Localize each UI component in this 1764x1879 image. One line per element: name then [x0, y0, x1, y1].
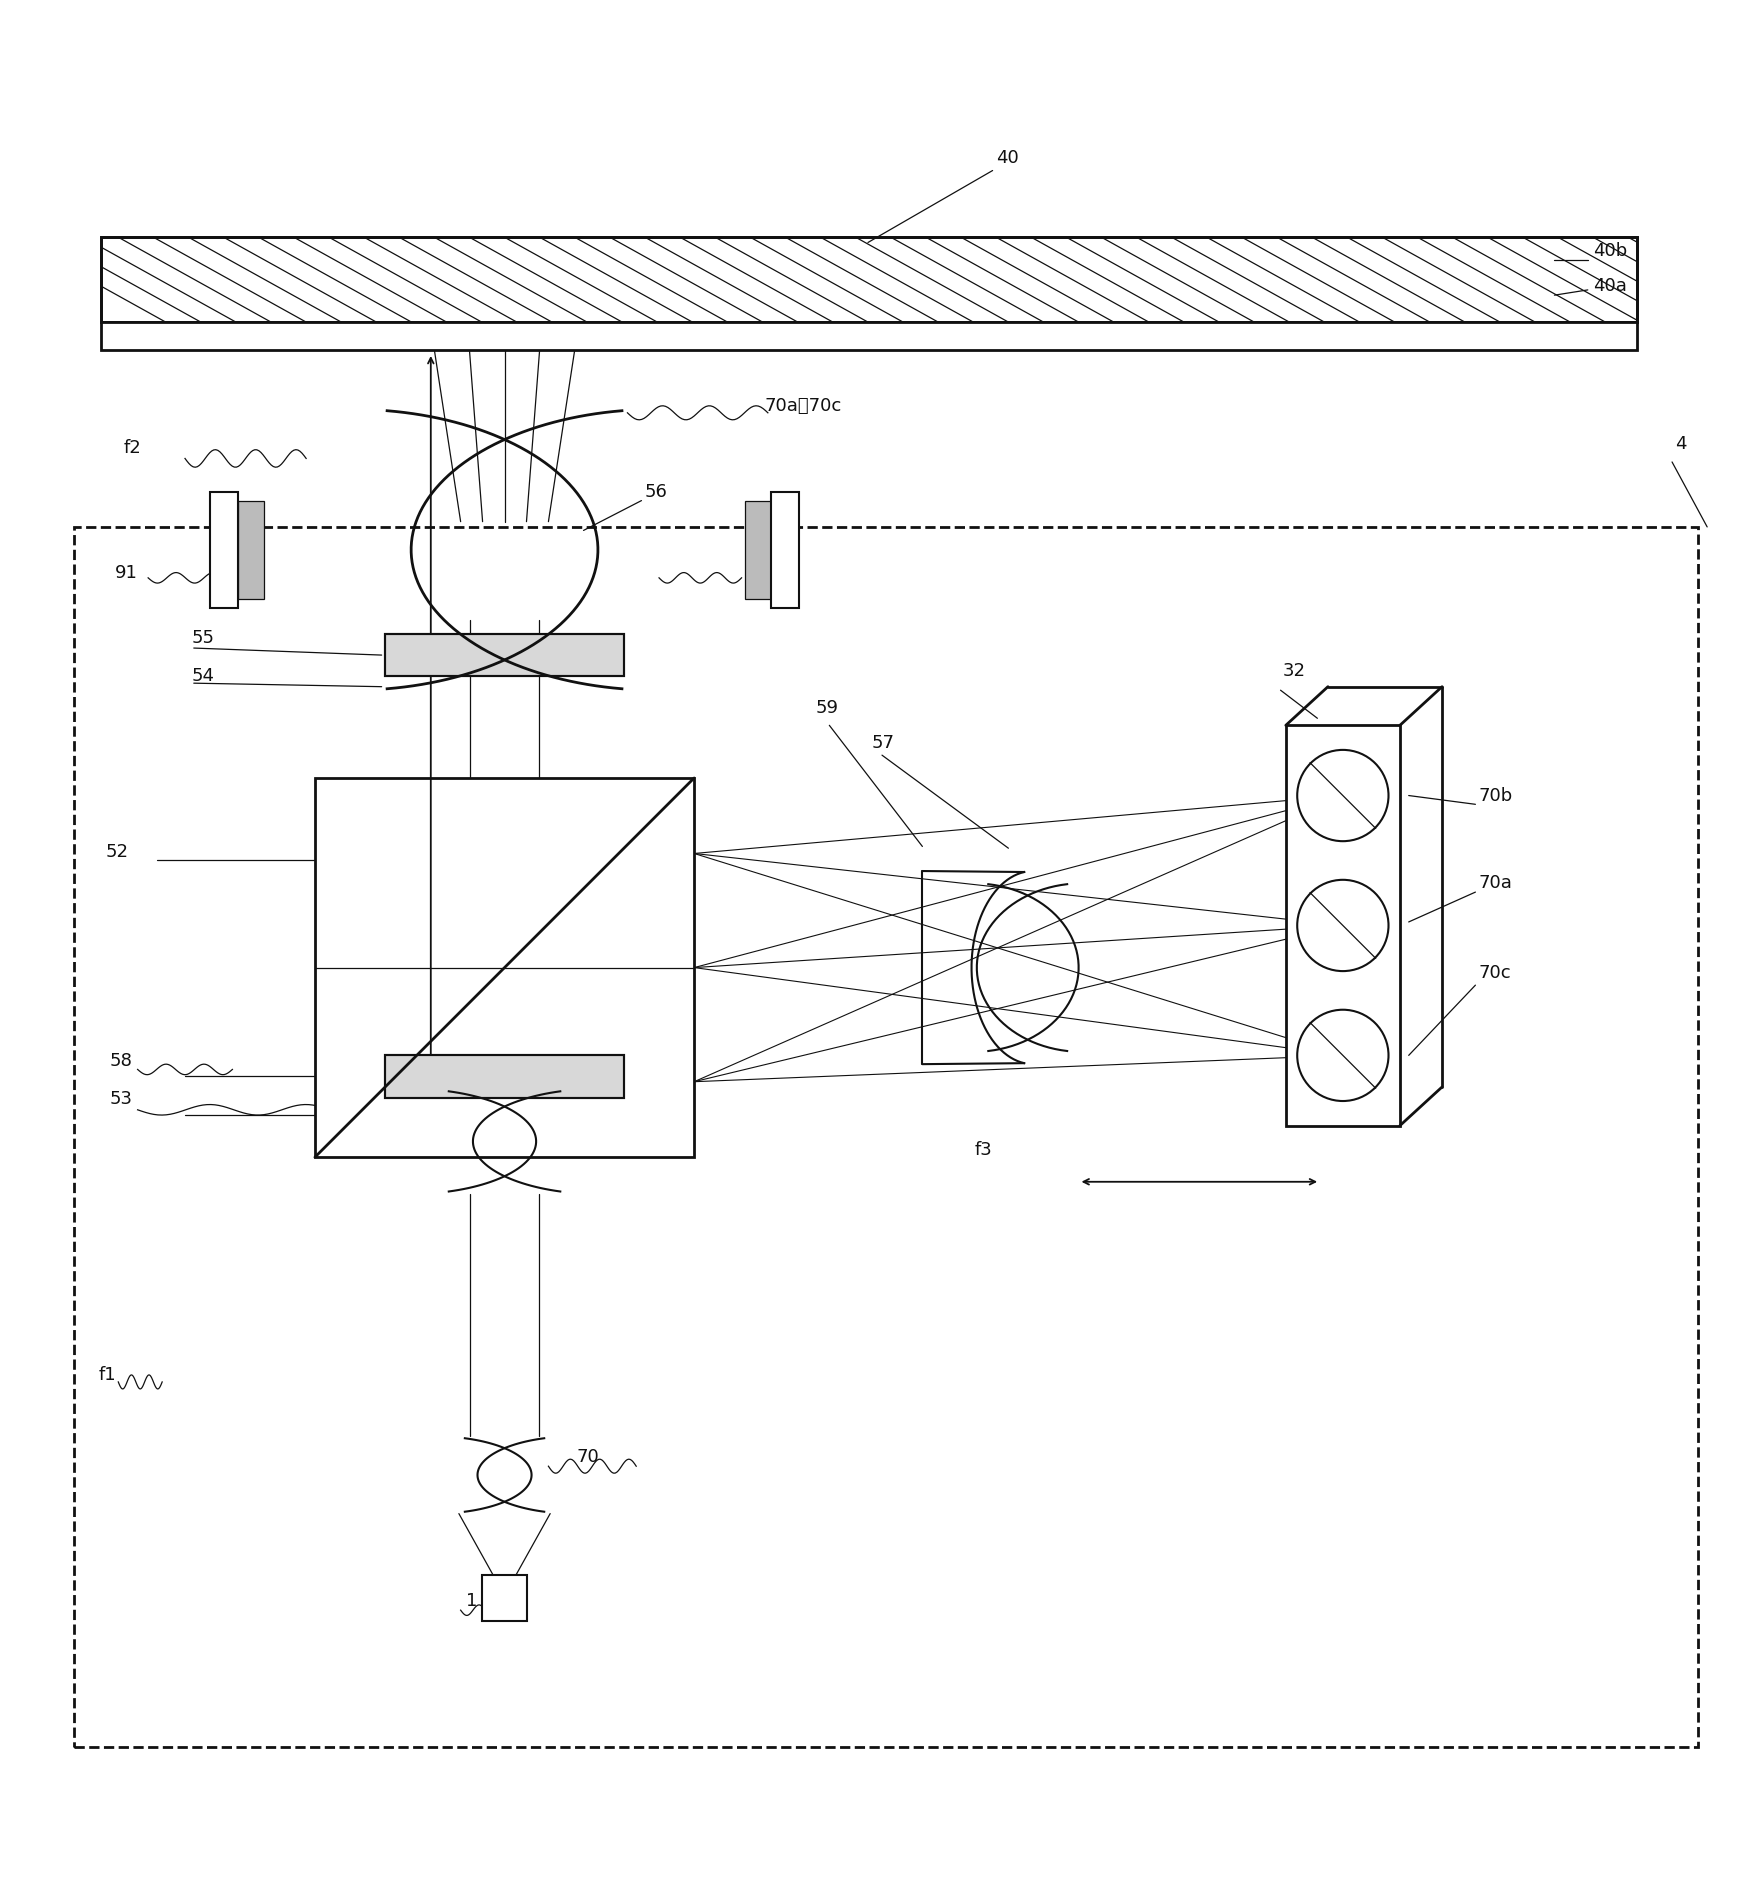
Text: 70a〜70c: 70a〜70c	[764, 396, 841, 415]
Text: f1: f1	[99, 1366, 116, 1385]
Text: 53: 53	[109, 1090, 132, 1109]
Text: 54: 54	[192, 667, 215, 686]
Circle shape	[1297, 879, 1388, 971]
Bar	[771, 492, 799, 607]
Text: 57: 57	[871, 735, 894, 752]
Text: 56: 56	[646, 483, 669, 502]
Text: 1: 1	[466, 1592, 478, 1610]
Text: 70c: 70c	[1478, 964, 1512, 983]
Bar	[101, 237, 1637, 321]
Text: 4: 4	[1676, 436, 1686, 453]
Bar	[316, 778, 695, 1157]
Circle shape	[1297, 1009, 1388, 1101]
Bar	[1286, 725, 1401, 1126]
Bar	[385, 1056, 624, 1097]
Text: 70: 70	[577, 1449, 600, 1466]
Text: 52: 52	[106, 842, 129, 861]
Text: 59: 59	[815, 699, 838, 716]
Bar	[238, 500, 265, 599]
Text: 32: 32	[1282, 661, 1305, 680]
Text: f2: f2	[123, 440, 141, 457]
Bar	[101, 321, 1637, 349]
Bar	[482, 1575, 527, 1622]
Text: 91: 91	[115, 564, 138, 582]
Text: 40b: 40b	[1593, 242, 1628, 261]
Text: 70b: 70b	[1478, 787, 1514, 804]
Bar	[210, 492, 238, 607]
Text: 40a: 40a	[1593, 278, 1626, 295]
Bar	[74, 526, 1699, 1747]
Text: 40: 40	[997, 148, 1020, 167]
Bar	[385, 633, 624, 676]
Bar	[101, 237, 1637, 321]
Bar	[744, 500, 771, 599]
Text: 58: 58	[109, 1052, 132, 1069]
Text: 92: 92	[750, 564, 773, 582]
Text: 55: 55	[192, 628, 215, 646]
Bar	[385, 633, 624, 676]
Bar	[385, 1056, 624, 1097]
Text: f3: f3	[975, 1141, 993, 1159]
Circle shape	[1297, 750, 1388, 842]
Text: 70a: 70a	[1478, 874, 1514, 893]
